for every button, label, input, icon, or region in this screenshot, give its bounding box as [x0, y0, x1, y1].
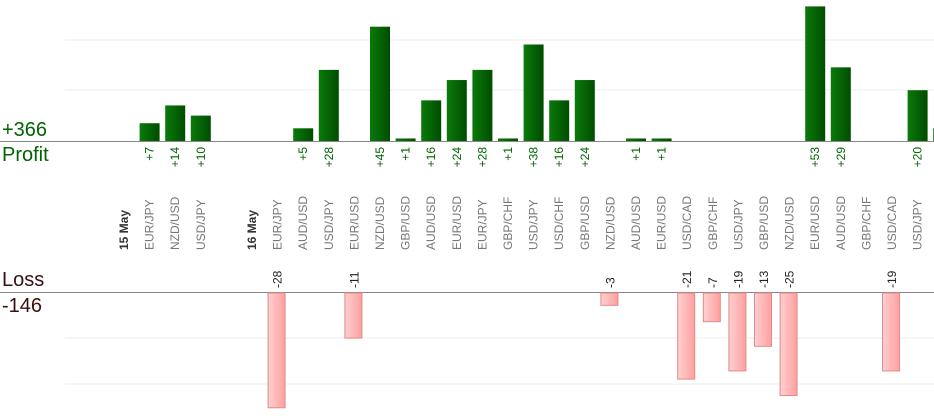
profit-bar	[523, 44, 544, 142]
category-label: NZD/USD	[168, 196, 182, 250]
category-label: USD/CHF	[552, 197, 566, 250]
category-label: GBP/USD	[578, 196, 592, 250]
profit-value-label: +24	[578, 147, 592, 168]
loss-bar	[267, 292, 286, 409]
loss-bar	[677, 292, 696, 380]
labels: 15 May EUR/JPY +7 NZD/USD +14 USD/JPY +10 16 Ma…	[117, 147, 925, 288]
loss-bar	[882, 292, 900, 372]
category-label: AUD/USD	[834, 196, 848, 250]
loss-bar	[344, 292, 363, 339]
profit-value-label: +1	[629, 147, 643, 161]
category-label: EUR/USD	[655, 196, 669, 250]
profit-value-label: +1	[501, 147, 515, 161]
category-label: GBP/CHF	[501, 197, 515, 250]
profit-bar	[139, 123, 160, 141]
loss-value-label: -19	[885, 270, 899, 288]
category-label: AUD/USD	[424, 196, 438, 250]
profit-total: +366	[2, 119, 48, 141]
loss-total: -146	[2, 295, 43, 317]
profit-bar	[498, 138, 518, 141]
category-label: NZD/USD	[373, 196, 387, 250]
profit-bar	[165, 105, 186, 141]
profit-value-label: +16	[424, 147, 438, 168]
loss-value-label: -28	[271, 270, 285, 288]
date-label: 16 May	[245, 210, 259, 250]
loss-value-label: -7	[706, 277, 720, 288]
profit-value-label: +1	[399, 147, 413, 161]
profit-value-label: +5	[296, 147, 310, 161]
loss-value-label: -3	[603, 277, 617, 288]
bars	[139, 6, 934, 409]
loss-bar	[600, 292, 619, 306]
category-label: GBP/USD	[399, 196, 413, 250]
category-label: USD/JPY	[322, 199, 336, 250]
profit-bar	[370, 26, 390, 142]
category-label: USD/CAD	[885, 196, 899, 250]
profit-bar	[830, 67, 851, 141]
profit-value-label: +28	[475, 147, 489, 168]
category-label: USD/CAD	[680, 196, 694, 250]
profit-bar	[805, 6, 826, 141]
profit-bar	[549, 100, 570, 141]
category-label: USD/JPY	[527, 199, 541, 250]
profit-value-label: +38	[527, 147, 541, 168]
loss-value-label: -11	[347, 271, 361, 288]
profit-bar	[574, 80, 595, 141]
profit-bar	[421, 100, 442, 141]
profit-bar	[626, 138, 646, 141]
profit-value-label: +45	[373, 147, 387, 168]
profit-value-label: +14	[168, 147, 182, 168]
loss-bar	[728, 292, 747, 372]
category-label: USD/JPY	[194, 199, 208, 250]
loss-bar	[702, 292, 721, 323]
profit-bar	[318, 69, 339, 141]
date-label: 15 May	[117, 210, 131, 250]
profit-bar	[446, 80, 467, 141]
loss-value-label: -25	[783, 270, 797, 288]
profit-bar	[190, 115, 211, 141]
category-label: AUD/USD	[629, 196, 643, 250]
profit-value-label: +1	[655, 147, 669, 161]
category-label: EUR/USD	[450, 196, 464, 250]
profit-value-label: +16	[552, 147, 566, 168]
category-label: USD/JPY	[911, 199, 925, 250]
profit-value-label: +7	[143, 147, 157, 161]
category-label: GBP/USD	[757, 196, 771, 250]
profit-bar	[395, 138, 416, 141]
profit-value-label: +20	[911, 147, 925, 168]
profit-value-label: +24	[450, 147, 464, 168]
category-label: GBP/CHF	[859, 197, 873, 250]
profit-bar	[907, 90, 928, 141]
axes	[0, 141, 934, 293]
profit-bar	[472, 69, 493, 141]
profit-bar	[293, 128, 314, 141]
profit-bar	[651, 138, 672, 141]
loss-label: Loss	[2, 269, 45, 291]
category-label: NZD/USD	[783, 196, 797, 250]
loss-value-label: -19	[731, 270, 745, 288]
category-label: EUR/JPY	[475, 199, 489, 250]
category-label: USD/JPY	[731, 199, 745, 250]
profit-value-label: +29	[834, 147, 848, 168]
category-label: GBP/CHF	[706, 197, 720, 250]
category-label: EUR/JPY	[271, 199, 285, 250]
category-label: EUR/USD	[808, 196, 822, 250]
profit-value-label: +10	[194, 147, 208, 168]
loss-bar	[754, 292, 772, 347]
profit-value-label: +28	[322, 147, 336, 168]
profit-value-label: +53	[808, 147, 822, 168]
loss-value-label: -13	[757, 270, 771, 288]
profit-label: Profit	[2, 144, 49, 166]
category-label: EUR/JPY	[143, 199, 157, 250]
loss-value-label: -21	[680, 270, 694, 288]
category-label: AUD/USD	[296, 196, 310, 250]
category-label: EUR/USD	[347, 196, 361, 250]
category-label: NZD/USD	[603, 196, 617, 250]
loss-bar	[779, 292, 798, 396]
